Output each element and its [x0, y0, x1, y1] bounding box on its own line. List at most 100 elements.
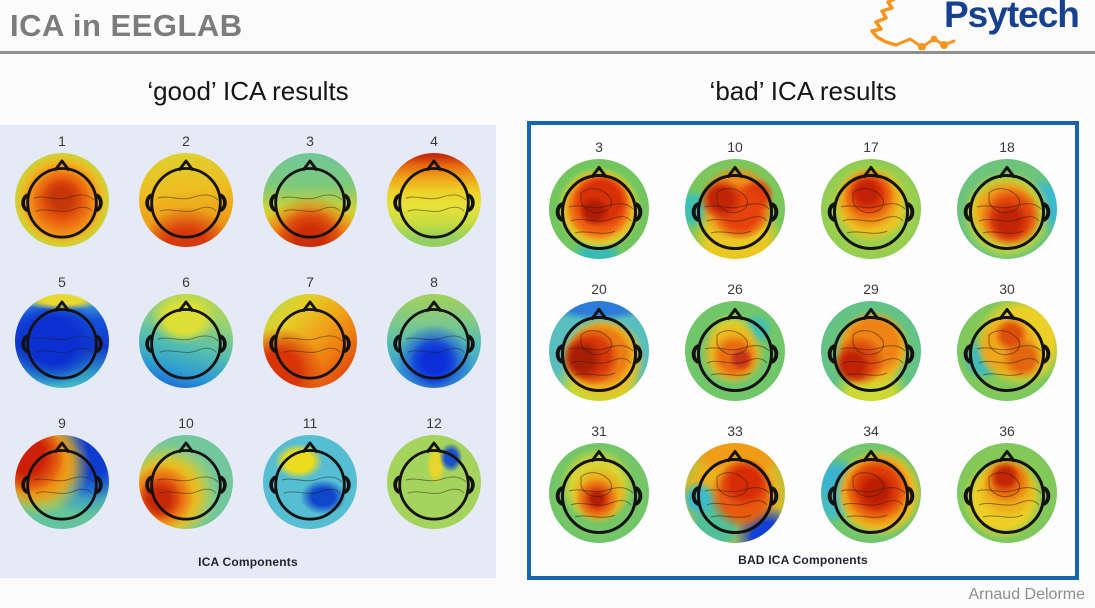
good-ica-panel: 1 2 — [0, 125, 496, 578]
scalp-map — [139, 435, 233, 529]
scalp-map — [685, 301, 785, 401]
ica-component-cell: 17 — [821, 139, 921, 281]
scalp-map — [549, 301, 649, 401]
brain-profile-icon — [870, 0, 956, 50]
component-number: 6 — [182, 274, 190, 290]
scalp-map — [15, 153, 109, 247]
component-number: 18 — [999, 139, 1015, 155]
ica-component-cell: 12 — [387, 415, 481, 556]
head-outline-icon — [555, 166, 643, 250]
author-credit: Arnaud Delorme — [968, 586, 1086, 603]
head-outline-icon — [145, 441, 227, 521]
bad-panel-caption: BAD ICA Components — [738, 553, 868, 567]
scalp-map — [821, 301, 921, 401]
good-panel-caption: ICA Components — [198, 555, 298, 569]
component-number: 7 — [306, 274, 314, 290]
ica-component-cell: 3 — [549, 139, 649, 281]
component-number: 12 — [426, 415, 442, 431]
ica-component-cell: 20 — [549, 281, 649, 423]
component-number: 29 — [863, 281, 879, 297]
ica-component-cell: 10 — [685, 139, 785, 281]
ica-component-cell: 18 — [957, 139, 1057, 281]
component-number: 1 — [58, 133, 66, 149]
head-outline-icon — [145, 159, 227, 239]
ica-component-cell: 7 — [263, 274, 357, 415]
ica-component-cell: 11 — [263, 415, 357, 556]
component-number: 2 — [182, 133, 190, 149]
psytech-logo: Psytech — [852, 0, 1087, 50]
head-outline-icon — [269, 300, 351, 380]
head-outline-icon — [827, 308, 915, 392]
logo-wordmark: Psytech — [944, 0, 1080, 35]
scalp-map — [387, 294, 481, 388]
component-number: 8 — [430, 274, 438, 290]
scalp-map — [139, 153, 233, 247]
head-outline-icon — [963, 308, 1051, 392]
page-title: ICA in EEGLAB — [10, 8, 243, 43]
bad-results-heading: ‘bad’ ICA results — [709, 76, 897, 106]
component-number: 3 — [595, 139, 603, 155]
ica-component-cell: 6 — [139, 274, 233, 415]
scalp-map — [263, 435, 357, 529]
scalp-map — [139, 294, 233, 388]
head-outline-icon — [963, 450, 1051, 534]
ica-component-cell: 1 — [15, 133, 109, 274]
scalp-map — [387, 435, 481, 529]
ica-component-cell: 26 — [685, 281, 785, 423]
ica-component-cell: 33 — [685, 423, 785, 565]
ica-component-cell: 31 — [549, 423, 649, 565]
ica-component-cell: 34 — [821, 423, 921, 565]
scalp-map — [821, 159, 921, 259]
head-outline-icon — [691, 450, 779, 534]
scalp-map — [685, 159, 785, 259]
head-outline-icon — [963, 166, 1051, 250]
ica-component-cell: 10 — [139, 415, 233, 556]
component-number: 3 — [306, 133, 314, 149]
component-number: 4 — [430, 133, 438, 149]
scalp-map — [549, 443, 649, 543]
title-divider — [0, 51, 1095, 54]
component-number: 9 — [58, 415, 66, 431]
head-outline-icon — [21, 300, 103, 380]
component-number: 11 — [302, 415, 318, 431]
scalp-map — [821, 443, 921, 543]
head-outline-icon — [21, 441, 103, 521]
scalp-map — [957, 443, 1057, 543]
ica-component-cell: 3 — [263, 133, 357, 274]
component-number: 17 — [863, 139, 879, 155]
head-outline-icon — [691, 308, 779, 392]
scalp-map — [263, 294, 357, 388]
component-number: 10 — [178, 415, 194, 431]
scalp-map — [263, 153, 357, 247]
component-number: 20 — [591, 281, 607, 297]
scalp-map — [685, 443, 785, 543]
ica-component-cell: 4 — [387, 133, 481, 274]
scalp-map — [549, 159, 649, 259]
head-outline-icon — [691, 166, 779, 250]
ica-component-cell: 36 — [957, 423, 1057, 565]
head-outline-icon — [21, 159, 103, 239]
component-number: 31 — [591, 423, 607, 439]
head-outline-icon — [827, 450, 915, 534]
bad-ica-panel: 3 10 — [527, 121, 1079, 580]
component-number: 34 — [863, 423, 879, 439]
bad-maps-grid: 3 10 — [531, 125, 1075, 565]
head-outline-icon — [145, 300, 227, 380]
component-number: 26 — [727, 281, 743, 297]
ica-component-cell: 5 — [15, 274, 109, 415]
scalp-map — [957, 301, 1057, 401]
head-outline-icon — [555, 450, 643, 534]
good-results-heading: ‘good’ ICA results — [147, 76, 349, 106]
component-number: 33 — [727, 423, 743, 439]
component-number: 10 — [727, 139, 743, 155]
good-maps-grid: 1 2 — [0, 125, 496, 556]
scalp-map — [957, 159, 1057, 259]
head-outline-icon — [393, 441, 475, 521]
head-outline-icon — [393, 300, 475, 380]
component-number: 5 — [58, 274, 66, 290]
head-outline-icon — [269, 441, 351, 521]
ica-component-cell: 30 — [957, 281, 1057, 423]
ica-component-cell: 8 — [387, 274, 481, 415]
head-outline-icon — [555, 308, 643, 392]
ica-component-cell: 29 — [821, 281, 921, 423]
